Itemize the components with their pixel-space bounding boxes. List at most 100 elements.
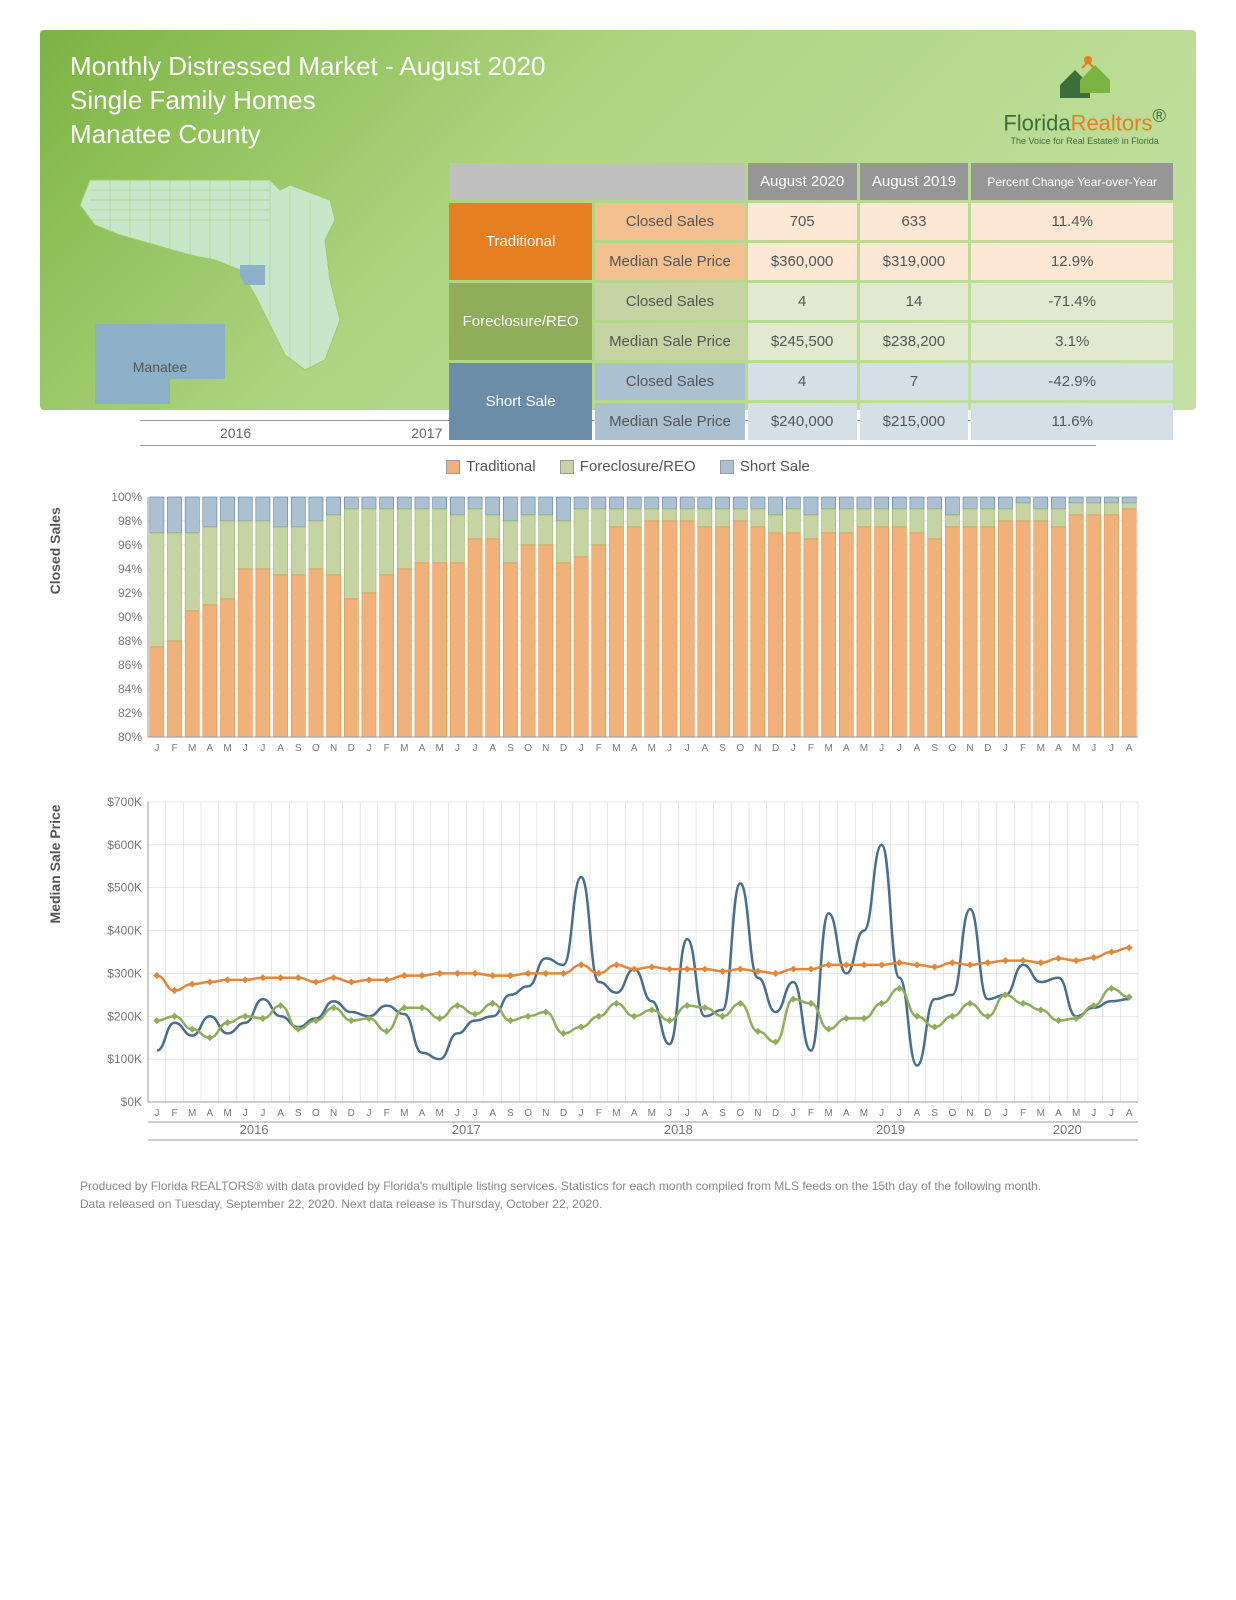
- svg-text:$600K: $600K: [107, 838, 142, 852]
- table-header-row: August 2020 August 2019 Percent Change Y…: [449, 163, 1173, 200]
- legend-swatch-foreclosure: [560, 460, 574, 474]
- svg-text:A: A: [207, 1108, 214, 1119]
- closed-sales-chart-wrap: Closed Sales 80%82%84%86%88%90%92%94%96%…: [80, 487, 1156, 772]
- cell: $360,000: [748, 243, 857, 280]
- svg-text:M: M: [188, 1108, 196, 1119]
- svg-text:D: D: [560, 1108, 567, 1119]
- svg-text:J: J: [579, 1108, 584, 1119]
- cell: 11.4%: [971, 203, 1173, 240]
- svg-text:J: J: [685, 1108, 690, 1119]
- svg-text:D: D: [560, 743, 567, 754]
- svg-text:J: J: [897, 743, 902, 754]
- svg-text:2017: 2017: [452, 1122, 481, 1137]
- svg-text:J: J: [243, 743, 248, 754]
- svg-text:F: F: [384, 743, 390, 754]
- footer-line-1: Produced by Florida REALTORS® with data …: [80, 1177, 1156, 1195]
- svg-text:S: S: [295, 743, 302, 754]
- y-axis-label-median: Median Sale Price: [47, 804, 63, 923]
- legend-swatch-short-sale: [720, 460, 734, 474]
- data-table: August 2020 August 2019 Percent Change Y…: [446, 160, 1176, 443]
- svg-text:A: A: [914, 743, 921, 754]
- svg-text:S: S: [931, 1108, 938, 1119]
- svg-text:A: A: [277, 1108, 284, 1119]
- svg-text:$100K: $100K: [107, 1052, 142, 1066]
- closed-sales-chart: 80%82%84%86%88%90%92%94%96%98%100%JFMAMJ…: [80, 487, 1156, 767]
- cat-short-sale: Short Sale: [449, 363, 592, 440]
- logo-brand: FloridaRealtors®: [1003, 105, 1166, 136]
- svg-text:O: O: [524, 1108, 532, 1119]
- svg-text:J: J: [1109, 1108, 1114, 1119]
- svg-text:J: J: [154, 1108, 159, 1119]
- county-inset: Manatee: [90, 319, 230, 375]
- svg-text:O: O: [948, 1108, 956, 1119]
- svg-text:A: A: [489, 1108, 496, 1119]
- svg-text:A: A: [207, 743, 214, 754]
- svg-text:82%: 82%: [118, 706, 142, 720]
- svg-text:96%: 96%: [118, 538, 142, 552]
- svg-text:A: A: [277, 743, 284, 754]
- title-line-2: Single Family Homes: [70, 84, 1166, 118]
- svg-text:J: J: [260, 743, 265, 754]
- svg-text:M: M: [612, 743, 620, 754]
- cell: 705: [748, 203, 857, 240]
- svg-text:M: M: [223, 743, 231, 754]
- svg-text:F: F: [808, 743, 814, 754]
- svg-text:86%: 86%: [118, 658, 142, 672]
- svg-text:94%: 94%: [118, 562, 142, 576]
- svg-text:N: N: [542, 1108, 549, 1119]
- metric: Closed Sales: [595, 363, 745, 400]
- cell: -42.9%: [971, 363, 1173, 400]
- svg-text:F: F: [1020, 1108, 1026, 1119]
- median-price-chart: $0K$100K$200K$300K$400K$500K$600K$700KJF…: [80, 792, 1156, 1152]
- svg-text:A: A: [843, 743, 850, 754]
- col-pct: Percent Change Year-over-Year: [971, 163, 1173, 200]
- svg-text:F: F: [596, 1108, 602, 1119]
- svg-text:D: D: [348, 743, 355, 754]
- logo: FloridaRealtors® The Voice for Real Esta…: [1003, 50, 1166, 146]
- svg-text:F: F: [808, 1108, 814, 1119]
- svg-text:J: J: [667, 743, 672, 754]
- svg-text:D: D: [984, 743, 991, 754]
- svg-text:S: S: [507, 1108, 514, 1119]
- svg-text:S: S: [719, 743, 726, 754]
- svg-text:D: D: [772, 743, 779, 754]
- svg-text:M: M: [223, 1108, 231, 1119]
- svg-text:90%: 90%: [118, 610, 142, 624]
- svg-text:S: S: [931, 743, 938, 754]
- county-highlight: [240, 265, 265, 285]
- svg-text:O: O: [736, 743, 744, 754]
- legend-label: Short Sale: [740, 458, 810, 475]
- svg-text:A: A: [702, 743, 709, 754]
- svg-text:J: J: [879, 1108, 884, 1119]
- svg-text:F: F: [171, 1108, 177, 1119]
- legend-label: Traditional: [466, 458, 535, 475]
- svg-text:A: A: [1126, 1108, 1133, 1119]
- chart-legend: Traditional Foreclosure/REO Short Sale: [40, 458, 1196, 475]
- median-price-chart-wrap: Median Sale Price $0K$100K$200K$300K$400…: [80, 792, 1156, 1157]
- svg-text:A: A: [631, 743, 638, 754]
- svg-text:M: M: [1037, 1108, 1045, 1119]
- svg-text:A: A: [914, 1108, 921, 1119]
- svg-text:J: J: [473, 743, 478, 754]
- title-line-1: Monthly Distressed Market - August 2020: [70, 50, 1166, 84]
- cat-foreclosure: Foreclosure/REO: [449, 283, 592, 360]
- svg-text:J: J: [366, 1108, 371, 1119]
- svg-text:84%: 84%: [118, 682, 142, 696]
- table-row: Traditional Closed Sales 705 633 11.4%: [449, 203, 1173, 240]
- svg-text:F: F: [384, 1108, 390, 1119]
- cell: 4: [748, 363, 857, 400]
- svg-text:N: N: [966, 743, 973, 754]
- svg-text:F: F: [596, 743, 602, 754]
- logo-house-icon: [1050, 50, 1120, 100]
- footer-line-2: Data released on Tuesday, September 22, …: [80, 1195, 1156, 1213]
- svg-text:J: J: [1003, 1108, 1008, 1119]
- legend-swatch-traditional: [446, 460, 460, 474]
- svg-text:$0K: $0K: [121, 1095, 142, 1109]
- legend-label: Foreclosure/REO: [580, 458, 696, 475]
- svg-text:A: A: [489, 743, 496, 754]
- cell: $319,000: [860, 243, 969, 280]
- footer: Produced by Florida REALTORS® with data …: [80, 1177, 1156, 1213]
- svg-text:M: M: [400, 743, 408, 754]
- svg-text:M: M: [188, 743, 196, 754]
- svg-text:M: M: [648, 743, 656, 754]
